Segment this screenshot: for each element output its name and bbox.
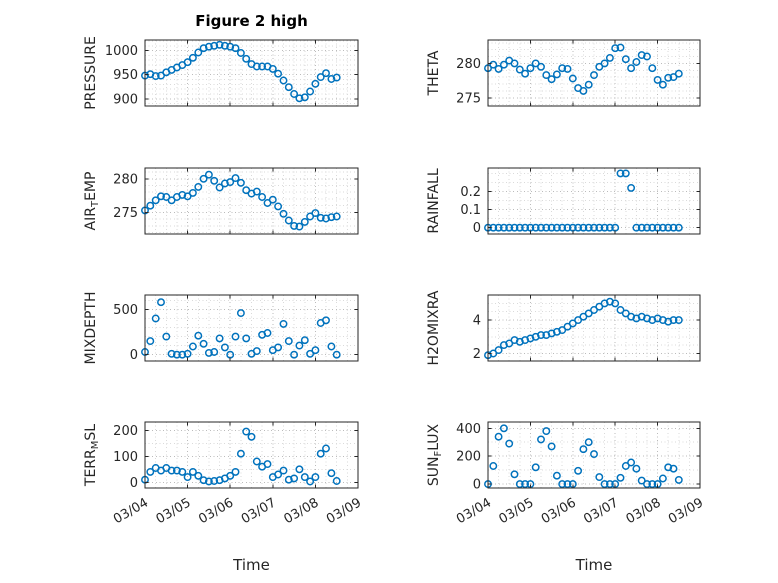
axes-box	[487, 294, 701, 362]
y-tick-label: 0	[473, 478, 481, 493]
y-tick-label: 0.1	[460, 203, 481, 218]
y-tick-label: 500	[113, 303, 138, 318]
axes-box	[144, 421, 359, 489]
ylabel-h2omixra: H2OMIXRA	[426, 290, 442, 365]
y-tick-label: 275	[456, 91, 481, 106]
subplot-terrmsl: 0 100 200 TERRMSL 03/04 03/05 03/06 03/07 03/08 0…	[83, 421, 364, 527]
x-tick-label: 03/04	[111, 495, 151, 527]
subplot-sunflux: 0 200 400 SUNFLUX 03/04 03/05 03/06 03/07 03/08 0…	[426, 421, 706, 527]
x-tick-label: 03/06	[196, 495, 236, 527]
axes-box	[487, 421, 701, 489]
axes-box	[144, 39, 359, 107]
y-tick-label: 0	[473, 221, 481, 236]
y-tick-label: 950	[113, 68, 138, 83]
y-tick-label: 1000	[105, 44, 138, 59]
subplot-theta: 275 280 THETA	[426, 39, 701, 107]
x-tick-label: 03/08	[624, 495, 664, 527]
axes-box	[487, 167, 701, 235]
axes-box	[144, 294, 359, 362]
subplot-mixdepth: 0 500 MIXDEPTH	[83, 292, 359, 365]
y-tick-label: 280	[456, 57, 481, 72]
y-tick-label: 0.2	[460, 185, 481, 200]
x-tick-label: 03/07	[239, 495, 279, 527]
ylabel-airtemp: AIRTEMP	[83, 172, 101, 231]
y-tick-label: 0	[130, 476, 138, 491]
ylabel-rainfall: RAINFALL	[426, 168, 442, 233]
subplot-pressure: 900 950 1000 PRESSURE	[83, 36, 359, 110]
x-tick-label: 03/05	[496, 495, 536, 527]
subplot-rainfall: 0 0.1 0.2 RAINFALL	[426, 167, 701, 236]
axes-box	[487, 39, 701, 107]
x-tick-label: 03/08	[281, 495, 321, 527]
data-series-sunflux	[484, 424, 683, 489]
y-tick-label: 280	[113, 172, 138, 187]
grid	[488, 40, 700, 106]
grid	[145, 40, 358, 106]
y-tick-label: 900	[113, 92, 138, 107]
x-tick-label: 03/06	[539, 495, 579, 527]
x-tick-label: 03/09	[666, 495, 706, 527]
y-tick-label: 4	[473, 314, 481, 329]
grid	[488, 422, 700, 488]
data-series-theta	[484, 43, 683, 95]
data-series-terrmsl	[141, 427, 341, 486]
grid	[145, 295, 358, 361]
data-series-mixdepth	[141, 298, 341, 359]
ylabel-terrmsl: TERRMSL	[83, 424, 101, 487]
ylabel-theta: THETA	[426, 50, 442, 96]
x-tick-label: 03/09	[324, 495, 364, 527]
x-tick-label: 03/04	[454, 495, 494, 527]
figure-title: Figure 2 high	[195, 12, 308, 30]
y-tick-label: 200	[456, 450, 481, 465]
x-tick-label: 03/05	[154, 495, 194, 527]
y-tick-label: 0	[130, 348, 138, 363]
y-tick-label: 200	[113, 424, 138, 439]
y-tick-label: 2	[473, 347, 481, 362]
xlabel-time-left: Time	[233, 556, 270, 574]
grid	[145, 422, 358, 488]
ylabel-pressure: PRESSURE	[83, 36, 99, 110]
axes-box	[144, 167, 359, 235]
ylabel-mixdepth: MIXDEPTH	[83, 292, 99, 365]
subplot-h2omixra: 2 4 H2OMIXRA	[426, 290, 701, 366]
ylabel-sunflux: SUNFLUX	[426, 423, 444, 486]
subplot-airtemp: 275 280 AIRTEMP	[83, 167, 359, 235]
y-tick-label: 275	[113, 206, 138, 221]
y-tick-label: 400	[456, 422, 481, 437]
y-tick-label: 100	[113, 450, 138, 465]
xlabel-time-right: Time	[575, 556, 613, 574]
x-tick-label: 03/07	[581, 495, 621, 527]
data-series-h2omixra	[484, 297, 683, 360]
data-series-airtemp	[141, 170, 341, 231]
